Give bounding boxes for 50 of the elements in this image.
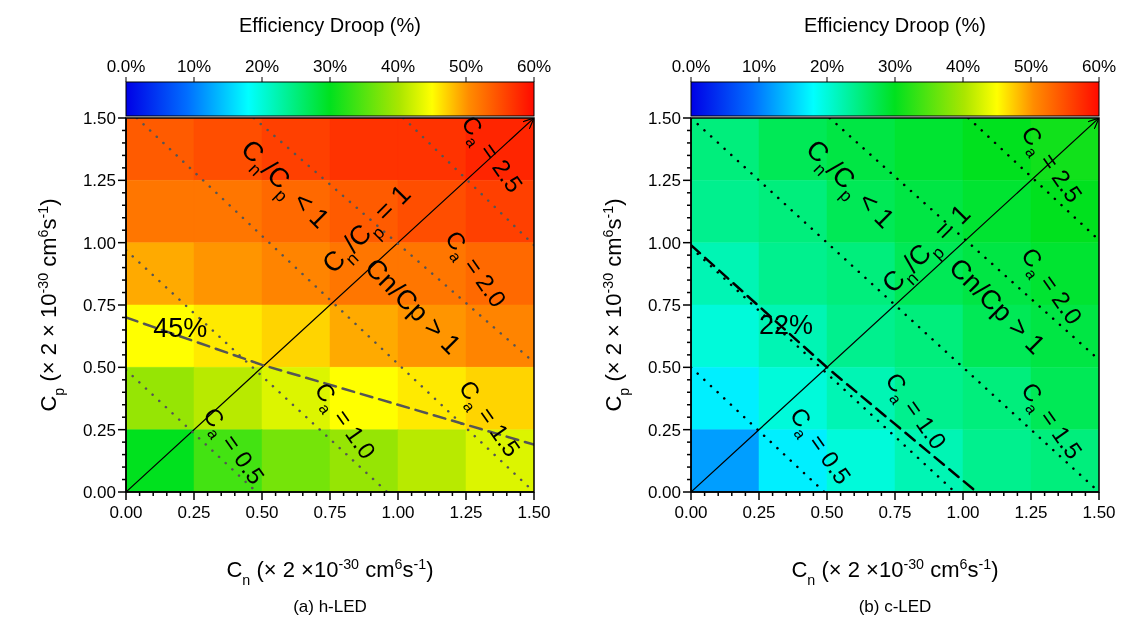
x-tick-label: 1.00 xyxy=(946,503,980,522)
text: (a) h-LED xyxy=(293,597,367,616)
y-tick-label: 0.75 xyxy=(647,296,681,315)
color-bar-label: 20% xyxy=(244,57,280,76)
x-tick-label: 1.50 xyxy=(1082,503,1116,522)
x-tick-label: 0.50 xyxy=(245,503,279,522)
color-bar-label: 0.0% xyxy=(106,57,146,76)
y-tick-label: 1.25 xyxy=(647,171,681,191)
y-tick-label: 1.25 xyxy=(82,171,116,191)
x-tick-label: 1.25 xyxy=(449,503,483,522)
color-bar-label: 10% xyxy=(176,57,212,76)
color-bar-label: 30% xyxy=(877,57,913,76)
y-tick-label: 0.50 xyxy=(82,358,116,378)
x-tick-label: 0.50 xyxy=(810,503,844,522)
x-tick-label: 0.00 xyxy=(109,503,143,522)
y-tick-label: 0.75 xyxy=(82,296,116,315)
text: C$_{n}$ (× 2 ×10$^{-30}$ cm$^{6}$s$^{-1}$) xyxy=(791,556,999,588)
x-tick-label: 0.25 xyxy=(177,503,211,522)
x-tick-label: 0.25 xyxy=(742,503,776,522)
x-tick-label: 1.50 xyxy=(517,503,551,522)
x-tick-label: 1.25 xyxy=(1014,503,1048,522)
color-bar-title: Efficiency Droop (%) xyxy=(239,14,421,36)
color-bar-label: 30% xyxy=(312,57,348,76)
color-bar-label: 10% xyxy=(741,57,777,76)
y-tick-label: 1.00 xyxy=(647,233,681,253)
y-tick-label: 0.50 xyxy=(647,358,681,378)
y-tick-label: 1.50 xyxy=(82,109,116,128)
text: (b) c-LED xyxy=(858,597,932,616)
annotation: 22% xyxy=(759,310,814,341)
color-bar-label: 40% xyxy=(945,57,981,76)
y-tick-label: 1.00 xyxy=(82,233,116,253)
color-bar-label: 50% xyxy=(448,57,484,76)
y-tick-label: 0.00 xyxy=(82,483,116,502)
color-bar-label: 60% xyxy=(516,57,552,76)
annotation: 45% xyxy=(153,313,208,344)
y-tick-label: 0.25 xyxy=(82,420,116,440)
x-tick-label: 0.00 xyxy=(674,503,708,522)
y-tick-label: 0.25 xyxy=(647,420,681,440)
text: C$_{n}$ (× 2 ×10$^{-30}$ cm$^{6}$s$^{-1}$) xyxy=(226,556,434,588)
x-tick-label: 0.75 xyxy=(878,503,912,522)
color-bar-label: 0.0% xyxy=(671,57,711,76)
x-tick-label: 1.00 xyxy=(381,503,415,522)
y-tick-label: 1.50 xyxy=(647,109,681,128)
color-bar-label: 40% xyxy=(380,57,416,76)
color-bar-label: 50% xyxy=(1013,57,1049,76)
color-bar-title: Efficiency Droop (%) xyxy=(804,14,986,36)
color-bar-label: 60% xyxy=(1081,57,1117,76)
color-bar-label: 20% xyxy=(809,57,845,76)
x-tick-label: 0.75 xyxy=(313,503,347,522)
y-tick-label: 0.00 xyxy=(647,483,681,502)
